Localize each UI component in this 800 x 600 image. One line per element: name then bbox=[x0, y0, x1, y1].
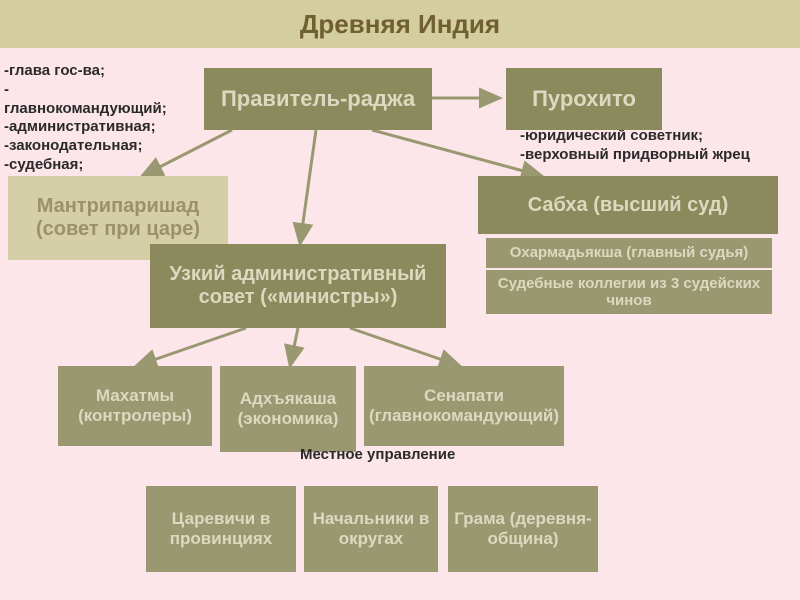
node-grama: Грама (деревня-община) bbox=[448, 486, 598, 572]
page-title: Древняя Индия bbox=[300, 9, 500, 40]
node-kolleg: Судебные коллегии из 3 судейских чинов bbox=[486, 270, 772, 314]
node-adhy: Адхъякаша (экономика) bbox=[220, 366, 356, 452]
node-okh: Охармадьякша (главный судья) bbox=[486, 238, 772, 268]
node-sabha: Сабха (высший суд) bbox=[478, 176, 778, 234]
node-purohito: Пурохито bbox=[506, 68, 662, 130]
title-bar: Древняя Индия bbox=[0, 0, 800, 48]
left-notes: -глава гос-ва; - главнокомандующий; -адм… bbox=[4, 62, 200, 175]
node-narrow: Узкий административный совет («министры»… bbox=[150, 244, 446, 328]
diagram-stage: -глава гос-ва; - главнокомандующий; -адм… bbox=[0, 48, 800, 600]
node-ruler: Правитель-раджа bbox=[204, 68, 432, 130]
node-nach: Начальники в округах bbox=[304, 486, 438, 572]
node-sena: Сенапати (главнокомандующий) bbox=[364, 366, 564, 446]
local-management-label: Местное управление bbox=[300, 446, 455, 464]
node-tsar: Царевичи в провинциях bbox=[146, 486, 296, 572]
node-mahat: Махатмы (контролеры) bbox=[58, 366, 212, 446]
